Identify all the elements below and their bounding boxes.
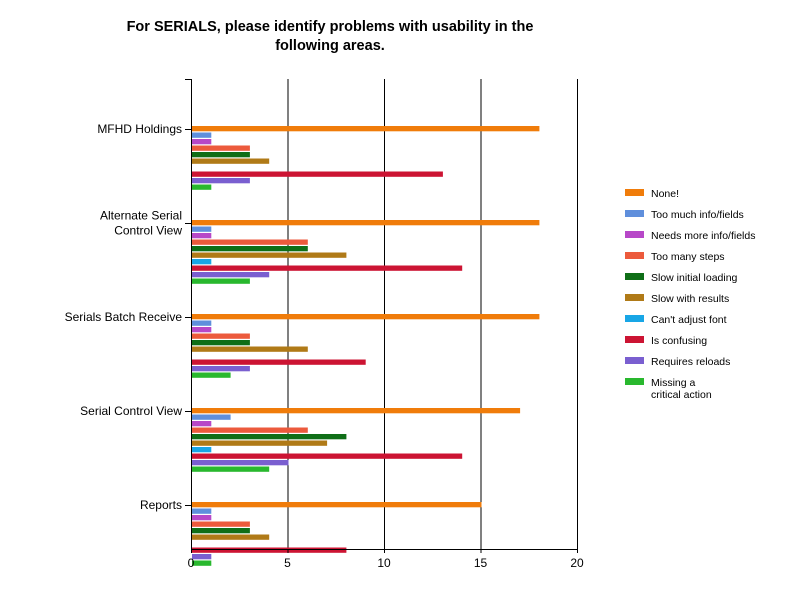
bar	[192, 158, 270, 164]
legend-label: Can't adjust font	[651, 314, 727, 326]
category-label: Serials Batch Receive	[65, 310, 183, 324]
bar	[192, 340, 250, 346]
bar	[192, 560, 212, 566]
bar	[192, 515, 212, 521]
bar	[192, 440, 328, 446]
x-tick-label: 10	[377, 556, 391, 570]
bar	[192, 320, 212, 326]
legend-label: Is confusing	[651, 335, 707, 347]
bar	[192, 265, 463, 271]
bar	[192, 314, 540, 320]
legend-item: Too much info/fields	[625, 209, 744, 221]
bar	[192, 427, 308, 433]
legend-item: None!	[625, 188, 679, 200]
bar	[192, 547, 347, 553]
bar	[192, 233, 212, 239]
bar	[192, 359, 366, 365]
legend-item: Missing a critical action	[625, 377, 712, 401]
legend-label: Slow with results	[651, 293, 729, 305]
chart-title: For SERIALS, please identify problems wi…	[126, 19, 534, 54]
bar	[192, 554, 212, 560]
bar	[192, 327, 212, 333]
category-label: Serial Control View	[80, 404, 182, 418]
legend-item: Is confusing	[625, 335, 707, 347]
bar	[192, 372, 231, 378]
legend-item: Can't adjust font	[625, 314, 727, 326]
bar	[192, 366, 250, 372]
bar	[192, 132, 212, 138]
category-label: MFHD Holdings	[97, 122, 182, 136]
bar	[192, 139, 212, 145]
bar	[192, 346, 308, 352]
legend-swatch	[625, 378, 644, 385]
legend-item: Slow with results	[625, 293, 729, 305]
bar	[192, 508, 212, 514]
x-tick-label: 20	[570, 556, 584, 570]
bar	[192, 528, 250, 534]
bar	[192, 414, 231, 420]
bar	[192, 246, 308, 252]
legend-swatch	[625, 336, 644, 343]
bar	[192, 434, 347, 440]
bar	[192, 453, 463, 459]
legend-swatch	[625, 357, 644, 364]
category-label: Alternate Serial Control View	[100, 209, 182, 238]
legend-label: Slow initial loading	[651, 272, 738, 284]
bar	[192, 252, 347, 258]
legend-item: Needs more info/fields	[625, 230, 755, 242]
bar	[192, 126, 540, 132]
bar	[192, 460, 289, 466]
bar	[192, 534, 270, 540]
legend-label: Needs more info/fields	[651, 230, 755, 242]
bar	[192, 259, 212, 265]
legend-label: Requires reloads	[651, 356, 730, 368]
legend-swatch	[625, 231, 644, 238]
x-tick-label: 5	[284, 556, 291, 570]
bar	[192, 226, 212, 232]
bar	[192, 272, 270, 278]
category-label: Reports	[140, 498, 182, 512]
bar	[192, 333, 250, 339]
bar	[192, 171, 443, 177]
bar	[192, 421, 212, 427]
bar	[192, 178, 250, 184]
legend-label: Too much info/fields	[651, 209, 744, 221]
legend-label: Too many steps	[651, 251, 725, 263]
legend-swatch	[625, 315, 644, 322]
legend-item: Slow initial loading	[625, 272, 738, 284]
legend-swatch	[625, 210, 644, 217]
bar	[192, 152, 250, 158]
bar	[192, 447, 212, 453]
x-tick-label: 15	[474, 556, 488, 570]
legend-swatch	[625, 189, 644, 196]
bar	[192, 239, 308, 245]
bar	[192, 278, 250, 284]
legend-item: Requires reloads	[625, 356, 730, 368]
bar	[192, 220, 540, 226]
legend-swatch	[625, 252, 644, 259]
legend-swatch	[625, 273, 644, 280]
bar	[192, 145, 250, 151]
bar	[192, 502, 482, 508]
legend: None! Too much info/fields Needs more info…	[625, 188, 755, 401]
legend-label: Missing a critical action	[651, 377, 712, 401]
legend-swatch	[625, 294, 644, 301]
bars	[192, 126, 540, 566]
bar	[192, 184, 212, 190]
axes: 0 5 10 15 20 MFHD Holdings Alternate Serial Con…	[65, 79, 584, 570]
bar	[192, 408, 521, 414]
bar	[192, 521, 250, 527]
bar	[192, 466, 270, 472]
legend-item: Too many steps	[625, 251, 725, 263]
legend-label: None!	[651, 188, 679, 200]
x-tick-label: 0	[188, 556, 195, 570]
